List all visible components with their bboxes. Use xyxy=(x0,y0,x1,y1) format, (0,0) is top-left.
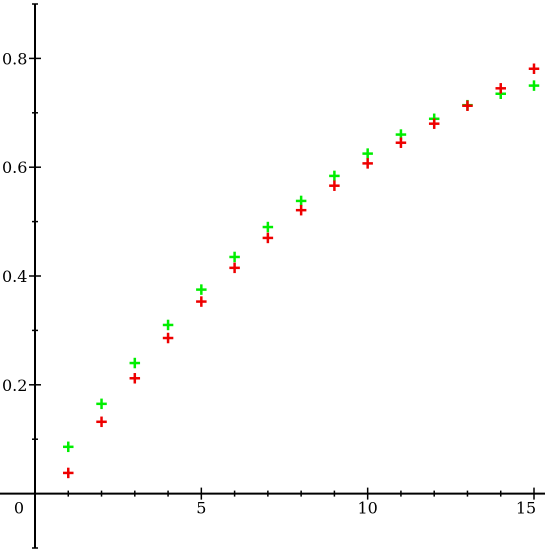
tick-labels: 0 5 10 15 0.2 0.4 0.6 0.8 xyxy=(2,49,536,517)
series-2-point xyxy=(329,180,340,191)
series-2-point xyxy=(428,118,440,129)
series-1-point xyxy=(229,251,240,263)
x-tick-label: 15 xyxy=(516,499,536,518)
series-2-point xyxy=(196,296,207,307)
y-tick-label: 0.2 xyxy=(2,376,27,395)
series-1-point xyxy=(162,319,174,331)
x-tick-label: 10 xyxy=(357,499,377,518)
series-2-point xyxy=(96,416,107,428)
series-1-point xyxy=(528,80,540,91)
series-1-point xyxy=(329,170,340,182)
series-1-point xyxy=(395,129,407,140)
series-2-point xyxy=(462,100,473,111)
y-tick-label: 0.8 xyxy=(2,49,27,68)
series-2-point xyxy=(362,158,373,169)
data-points xyxy=(63,63,540,479)
series-1-point xyxy=(63,441,74,453)
series-2-point xyxy=(162,332,174,344)
series-2-point xyxy=(495,83,506,94)
series-1-point xyxy=(129,357,141,369)
y-tick-label: 0.4 xyxy=(2,267,27,286)
series-2-point xyxy=(528,63,540,74)
series-1-point xyxy=(262,221,274,233)
series-2-point xyxy=(229,262,240,274)
series-1-point xyxy=(96,398,107,410)
y-tick-label: 0.6 xyxy=(2,158,27,177)
series-1-point xyxy=(362,148,373,159)
series-2-point xyxy=(129,373,141,384)
series-1-point xyxy=(196,284,207,295)
series-2-point xyxy=(395,137,407,148)
series-1-point xyxy=(295,195,307,207)
x-tick-label: 0 xyxy=(14,499,24,518)
series-2-point xyxy=(63,467,74,479)
series-2-point xyxy=(295,204,307,216)
x-tick-label: 5 xyxy=(196,499,206,518)
series-2-point xyxy=(262,232,274,244)
ticks-layer xyxy=(29,3,535,549)
